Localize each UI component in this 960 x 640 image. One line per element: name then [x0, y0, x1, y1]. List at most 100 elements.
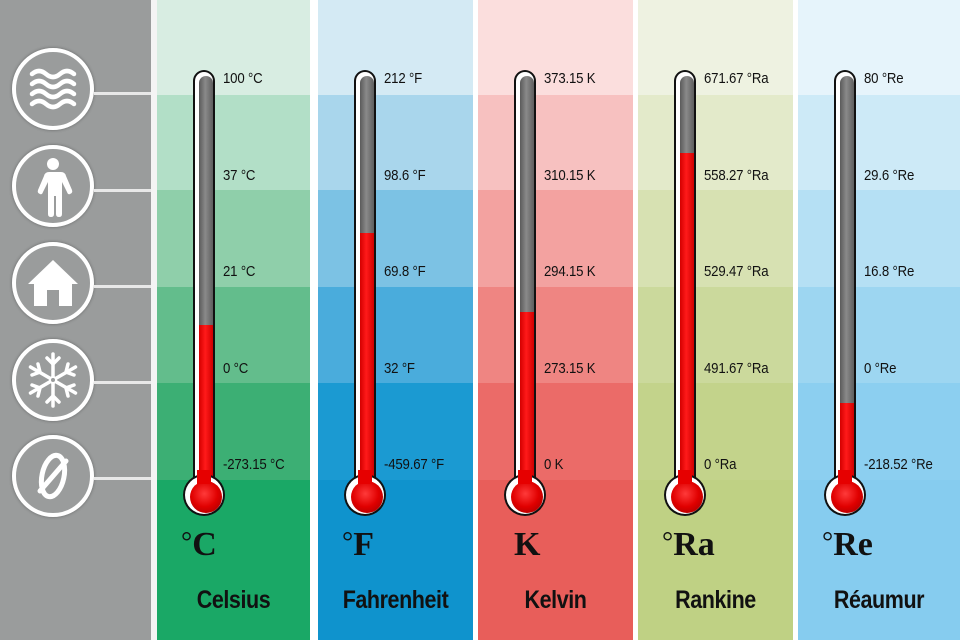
- degree-sign: °: [181, 527, 193, 558]
- temperature-band: [798, 190, 960, 287]
- mercury-level: [520, 312, 534, 490]
- temperature-band: [798, 95, 960, 190]
- thermometer-tube: [193, 70, 215, 490]
- mercury-neck: [358, 470, 372, 484]
- tick-label: -218.52 °Re: [864, 456, 933, 473]
- unit-name: Réaumur: [833, 586, 925, 614]
- tick-label: 212 °F: [384, 70, 422, 87]
- temperature-band: [798, 0, 960, 95]
- connector-line: [94, 381, 157, 384]
- mercury-neck: [838, 470, 852, 484]
- temperature-band: [318, 287, 473, 383]
- temperature-band: [638, 95, 793, 190]
- temperature-band: [638, 287, 793, 383]
- temperature-band: [478, 190, 633, 287]
- degree-sign: °: [342, 527, 354, 558]
- temperature-band: [157, 95, 310, 190]
- snowflake-icon: [12, 339, 94, 421]
- thermometer-tube: [354, 70, 376, 490]
- tick-label: 0 K: [544, 456, 564, 473]
- boiling-water-icon: [12, 48, 94, 130]
- tick-label: 69.8 °F: [384, 263, 426, 280]
- reference-sidebar: [0, 0, 157, 640]
- temperature-band: [798, 287, 960, 383]
- thermometer-tube: [514, 70, 536, 490]
- unit-name: Kelvin: [524, 586, 587, 614]
- temperature-band: [318, 480, 473, 640]
- mercury-neck: [678, 470, 692, 484]
- tick-label: 491.67 °Ra: [704, 360, 769, 377]
- mercury-level: [360, 233, 374, 490]
- tick-label: 37 °C: [223, 167, 256, 184]
- tick-label: 0 °Ra: [704, 456, 737, 473]
- unit-letters: Ra: [673, 526, 715, 563]
- mercury-neck: [518, 470, 532, 484]
- temperature-band: [157, 190, 310, 287]
- unit-symbol: °F: [342, 526, 374, 564]
- unit-name: Rankine: [675, 586, 756, 614]
- tick-label: 16.8 °Re: [864, 263, 915, 280]
- tick-label: 80 °Re: [864, 70, 904, 87]
- scale-column-celsius: 100 °C 37 °C 21 °C 0 °C -273.15 °C °C Celsius: [157, 0, 310, 640]
- tick-label: 98.6 °F: [384, 167, 426, 184]
- connector-line: [94, 477, 157, 480]
- temperature-band: [157, 383, 310, 480]
- mercury-level: [840, 403, 854, 490]
- thermometer-bulb: [824, 474, 866, 516]
- tick-label: 373.15 K: [544, 70, 596, 87]
- thermometer-bulb: [183, 474, 225, 516]
- tick-label: -459.67 °F: [384, 456, 445, 473]
- unit-symbol: °Re: [822, 526, 873, 564]
- temperature-band: [638, 190, 793, 287]
- connector-line: [94, 285, 157, 288]
- tick-label: 0 °Re: [864, 360, 897, 377]
- scale-column-reaumur: 80 °Re 29.6 °Re 16.8 °Re 0 °Re -218.52 °Re °R…: [798, 0, 960, 640]
- thermometer-tube: [674, 70, 696, 490]
- degree-sign: °: [662, 527, 674, 558]
- unit-symbol: K: [514, 526, 540, 564]
- temperature-band: [157, 287, 310, 383]
- mercury-neck: [197, 470, 211, 484]
- tick-label: 671.67 °Ra: [704, 70, 769, 87]
- unit-letters: F: [353, 526, 374, 563]
- scale-column-rankine: 671.67 °Ra 558.27 °Ra 529.47 °Ra 491.67 °Ra…: [638, 0, 793, 640]
- temperature-band: [638, 480, 793, 640]
- tick-label: 100 °C: [223, 70, 263, 87]
- temperature-band: [157, 0, 310, 95]
- tick-label: 29.6 °Re: [864, 167, 915, 184]
- temperature-band: [638, 0, 793, 95]
- temperature-band: [157, 480, 310, 640]
- tick-label: 32 °F: [384, 360, 415, 377]
- connector-line: [94, 92, 157, 95]
- temperature-band: [478, 0, 633, 95]
- tick-label: 294.15 K: [544, 263, 596, 280]
- unit-letters: C: [192, 526, 217, 563]
- tick-label: 310.15 K: [544, 167, 596, 184]
- tick-label: 558.27 °Ra: [704, 167, 769, 184]
- unit-letters: Re: [833, 526, 873, 563]
- temperature-band: [318, 95, 473, 190]
- unit-letters: K: [514, 526, 541, 563]
- temperature-band: [318, 383, 473, 480]
- tick-label: 0 °C: [223, 360, 249, 377]
- temperature-band: [798, 480, 960, 640]
- unit-name: Fahrenheit: [342, 586, 449, 614]
- tick-label: -273.15 °C: [223, 456, 285, 473]
- temperature-band: [318, 0, 473, 95]
- temperature-band: [478, 480, 633, 640]
- degree-sign: °: [822, 527, 834, 558]
- temperature-band: [478, 383, 633, 480]
- unit-symbol: °C: [181, 526, 217, 564]
- scale-column-kelvin: 373.15 K 310.15 K 294.15 K 273.15 K 0 K K Kelv…: [478, 0, 633, 640]
- unit-name: Celsius: [196, 586, 271, 614]
- absolute-zero-icon: [12, 435, 94, 517]
- house-icon: [12, 242, 94, 324]
- temperature-band: [478, 287, 633, 383]
- tick-label: 21 °C: [223, 263, 256, 280]
- temperature-band: [638, 383, 793, 480]
- temperature-band: [318, 190, 473, 287]
- unit-symbol: °Ra: [662, 526, 715, 564]
- temperature-band: [798, 383, 960, 480]
- mercury-level: [680, 153, 694, 490]
- thermometer-tube: [834, 70, 856, 490]
